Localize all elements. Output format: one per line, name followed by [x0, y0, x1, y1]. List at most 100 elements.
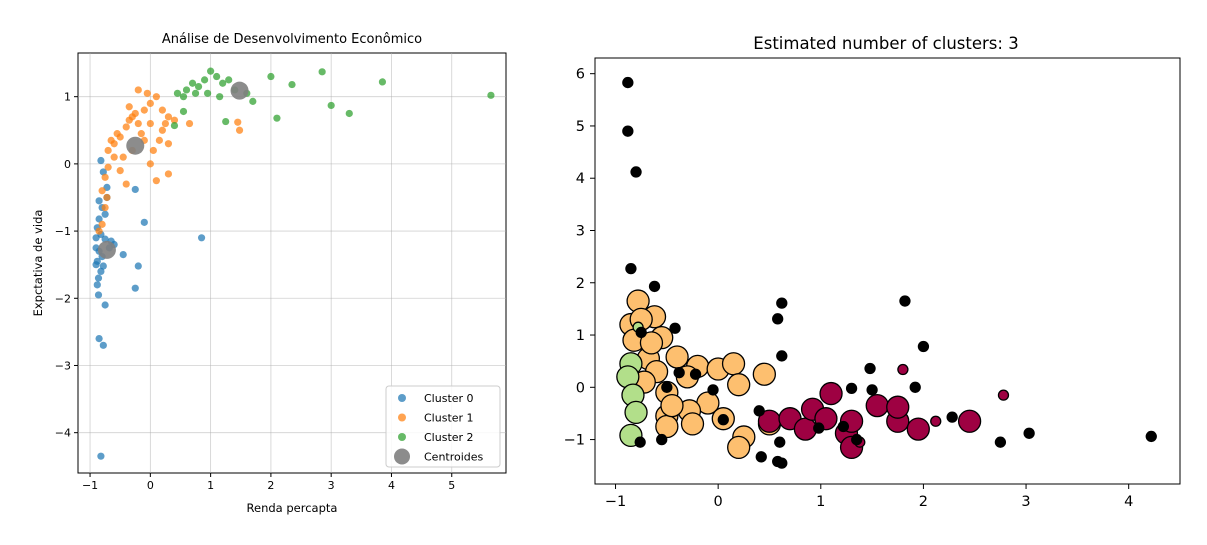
y-tick-label: −1 — [564, 433, 585, 449]
cluster-2-point — [897, 363, 909, 376]
cluster-1-point — [134, 86, 142, 94]
right-chart-title: Estimated number of clusters: 3 — [753, 34, 1018, 53]
cluster-3-point — [845, 382, 858, 394]
cluster-0-point — [92, 244, 100, 252]
y-tick-label: 2 — [576, 276, 585, 292]
cluster-0-point — [660, 393, 684, 418]
left-scatter-chart: Análise de Desenvolvimento Econômico −1 0… — [31, 32, 507, 515]
legend-box — [385, 385, 501, 468]
cluster-0-point — [727, 435, 751, 460]
cluster-2-point — [345, 109, 353, 118]
cluster-0-point — [197, 234, 206, 242]
cluster-1-point — [98, 187, 106, 195]
cluster-2-point — [207, 67, 215, 75]
y-tick-label: −2 — [55, 292, 71, 305]
cluster-3-point — [755, 451, 767, 463]
y-tick-label: 1 — [576, 328, 585, 344]
cluster-1-point — [107, 136, 115, 144]
cluster-2-point — [930, 415, 942, 427]
cluster-3-point — [774, 436, 786, 448]
cluster-0-point — [97, 156, 105, 165]
legend-marker — [398, 394, 406, 402]
cluster-0-point — [95, 197, 103, 205]
x-tick-label: −1 — [82, 479, 98, 492]
cluster-3-point — [717, 414, 729, 426]
legend-marker — [394, 448, 410, 465]
x-tick-label: 0 — [147, 479, 154, 492]
cluster-2-point — [327, 101, 335, 110]
cluster-2-point — [173, 89, 182, 97]
cluster-2-point — [267, 72, 275, 81]
cluster-3-point — [837, 420, 850, 433]
cluster-3-point — [625, 262, 637, 275]
cluster-3-point — [622, 125, 634, 137]
cluster-0-point — [99, 341, 107, 349]
cluster-3-point — [866, 384, 878, 396]
cluster-1-point — [131, 109, 139, 118]
cluster-2-point — [213, 72, 221, 81]
cluster-3-point — [946, 411, 958, 423]
cluster-1-point — [103, 193, 111, 202]
cluster-0-point — [92, 261, 100, 269]
right-y-ticks: −1 0 1 2 3 4 5 6 — [564, 67, 595, 449]
cluster-1-point — [164, 170, 173, 178]
x-tick-label: 4 — [1124, 494, 1133, 510]
left-x-ticks: −1 0 1 2 3 4 5 — [82, 473, 455, 492]
cluster-3-point — [776, 350, 788, 362]
cluster-2-point — [222, 117, 230, 126]
cluster-3-point — [994, 436, 1007, 448]
legend-label: Cluster 0 — [424, 392, 474, 405]
cluster-2-point — [288, 80, 296, 89]
cluster-0-point — [655, 414, 679, 439]
cluster-3-point — [1023, 427, 1035, 439]
cluster-2-point — [216, 93, 224, 101]
cluster-2-point — [318, 68, 326, 76]
cluster-0-point — [131, 284, 139, 292]
cluster-0-point — [721, 352, 746, 376]
cluster-0-point — [95, 335, 103, 343]
cluster-0-point — [131, 185, 139, 194]
cluster-2-point — [194, 83, 203, 91]
cluster-1-point — [104, 146, 112, 155]
cluster-3-point — [813, 422, 825, 434]
x-tick-label: 1 — [207, 479, 214, 492]
cluster-3-point — [753, 405, 765, 417]
cluster-0-point — [101, 210, 109, 218]
cluster-0-point — [97, 452, 105, 460]
cluster-2-point — [378, 78, 387, 86]
x-tick-label: −1 — [605, 494, 626, 510]
legend-label: Cluster 2 — [424, 431, 474, 444]
x-tick-label: 3 — [1021, 494, 1030, 510]
cluster-2-point — [225, 76, 233, 84]
cluster-2-point — [273, 114, 281, 122]
left-points — [92, 67, 495, 460]
cluster-3-point — [864, 362, 876, 375]
cluster-3-point — [634, 436, 646, 448]
cluster-2-point — [179, 93, 188, 101]
right-scatter-chart: Estimated number of clusters: 3 −1 0 1 2 3 4 … — [564, 34, 1181, 510]
y-tick-label: 4 — [576, 171, 585, 187]
cluster-1-point — [110, 153, 118, 161]
cluster-1-point — [624, 400, 648, 425]
cluster-1-point — [152, 93, 160, 101]
cluster-2-point — [188, 79, 197, 87]
x-tick-label: 2 — [919, 494, 928, 510]
cluster-1-point — [158, 126, 166, 134]
left-x-axis-label: Renda percapta — [247, 501, 338, 515]
cluster-1-point — [155, 136, 163, 144]
centroid-point — [230, 81, 249, 100]
cluster-1-point — [149, 146, 157, 155]
y-tick-label: 1 — [64, 91, 71, 104]
x-tick-label: 5 — [448, 479, 455, 492]
legend-label: Cluster 1 — [424, 412, 474, 425]
cluster-3-point — [656, 433, 668, 446]
x-tick-label: 1 — [816, 494, 825, 510]
cluster-1-point — [185, 119, 194, 128]
cluster-2-point — [997, 389, 1010, 401]
legend-marker — [398, 433, 406, 441]
y-tick-label: 5 — [576, 119, 585, 135]
cluster-1-point — [164, 113, 173, 121]
cluster-1-point — [116, 133, 124, 141]
cluster-0-point — [639, 331, 664, 355]
x-tick-label: 3 — [328, 479, 335, 492]
